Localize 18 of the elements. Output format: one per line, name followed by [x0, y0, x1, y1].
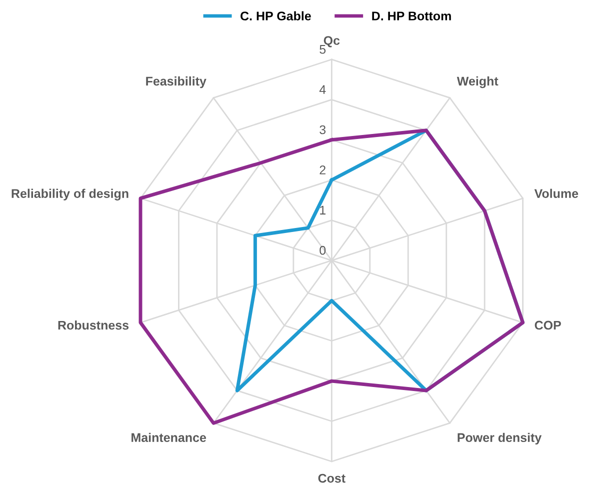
spoke-label: Reliability of design [12, 188, 128, 200]
y-tick-label: 4 [319, 85, 326, 94]
spoke-label: Qc [324, 36, 340, 48]
y-tick-label: 5 [320, 45, 326, 54]
spoke-label: COP [534, 320, 561, 330]
legend-label: D. HP Bottom [372, 12, 451, 20]
spoke-label: Volume [534, 188, 578, 198]
y-tick-label: 0 [320, 246, 326, 255]
spoke-label: Maintenance [132, 432, 206, 442]
spoke-label: Feasibility [146, 76, 206, 88]
spoke-label: Weight [456, 76, 498, 88]
spoke-label: Cost [318, 474, 346, 483]
y-tick-label: 1 [320, 206, 326, 214]
spoke-label: Robustness [58, 320, 129, 330]
y-tick-label: 2 [320, 166, 326, 174]
spoke-label: Power density [458, 432, 542, 444]
legend-label: C. HP Gable [240, 11, 311, 20]
y-tick-label: 3 [320, 125, 326, 134]
